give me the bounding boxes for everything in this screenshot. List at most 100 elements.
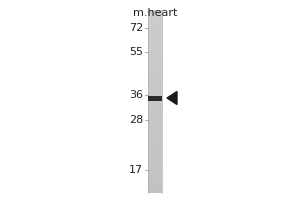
Bar bbox=[148, 162, 162, 164]
Bar bbox=[148, 177, 162, 178]
Bar bbox=[148, 114, 162, 116]
Bar bbox=[148, 109, 162, 111]
Bar bbox=[148, 59, 162, 61]
Bar bbox=[148, 131, 162, 133]
Bar bbox=[148, 116, 162, 118]
Bar bbox=[148, 12, 162, 14]
Bar bbox=[148, 32, 162, 34]
Bar bbox=[148, 28, 162, 30]
Bar bbox=[148, 158, 162, 160]
Bar bbox=[148, 103, 162, 105]
Bar bbox=[148, 92, 162, 94]
Bar bbox=[148, 81, 162, 83]
Bar bbox=[148, 171, 162, 173]
Bar bbox=[148, 89, 162, 91]
Bar bbox=[148, 67, 162, 69]
Bar bbox=[148, 153, 162, 155]
Bar bbox=[148, 149, 162, 151]
Bar bbox=[148, 34, 162, 36]
Text: 55: 55 bbox=[129, 47, 143, 57]
Bar bbox=[148, 83, 162, 85]
Bar bbox=[148, 41, 162, 43]
Bar bbox=[148, 26, 162, 28]
Bar bbox=[148, 65, 162, 67]
Bar bbox=[148, 61, 162, 63]
Bar bbox=[148, 151, 162, 153]
Bar bbox=[148, 47, 162, 48]
Bar bbox=[148, 136, 162, 138]
Bar bbox=[148, 23, 162, 25]
Bar bbox=[148, 127, 162, 129]
Bar bbox=[148, 74, 162, 76]
Bar bbox=[148, 112, 162, 114]
Bar bbox=[148, 72, 162, 74]
Bar bbox=[148, 21, 162, 23]
Bar bbox=[148, 36, 162, 37]
Bar bbox=[148, 120, 162, 122]
Text: 28: 28 bbox=[129, 115, 143, 125]
Bar bbox=[148, 147, 162, 149]
Bar bbox=[148, 76, 162, 78]
Bar bbox=[148, 54, 162, 56]
Bar bbox=[148, 56, 162, 58]
Bar bbox=[148, 85, 162, 87]
Bar bbox=[148, 180, 162, 182]
Bar bbox=[148, 87, 162, 89]
Bar bbox=[148, 184, 162, 186]
Bar bbox=[148, 118, 162, 120]
Bar bbox=[148, 164, 162, 166]
Bar bbox=[148, 129, 162, 131]
Bar bbox=[148, 102, 162, 103]
Bar bbox=[148, 94, 162, 96]
Bar bbox=[148, 178, 162, 180]
Bar bbox=[148, 145, 162, 147]
Bar bbox=[148, 175, 162, 177]
Bar bbox=[148, 160, 162, 162]
Bar bbox=[148, 48, 162, 50]
Text: 36: 36 bbox=[129, 90, 143, 100]
Bar bbox=[148, 50, 162, 52]
Text: 17: 17 bbox=[129, 165, 143, 175]
Bar bbox=[148, 96, 162, 98]
Bar bbox=[148, 15, 162, 17]
Bar bbox=[148, 134, 162, 136]
Bar bbox=[148, 142, 162, 144]
Bar bbox=[148, 189, 162, 191]
Bar bbox=[148, 80, 162, 81]
Bar bbox=[148, 166, 162, 167]
Bar bbox=[148, 14, 162, 15]
Bar bbox=[148, 182, 162, 184]
Bar bbox=[148, 17, 162, 19]
Bar bbox=[148, 70, 162, 72]
Bar bbox=[148, 123, 162, 125]
Bar bbox=[148, 125, 162, 127]
Bar bbox=[148, 91, 162, 92]
Bar bbox=[148, 43, 162, 45]
Text: 72: 72 bbox=[129, 23, 143, 33]
Bar bbox=[148, 107, 162, 109]
Bar bbox=[148, 186, 162, 188]
Bar bbox=[148, 69, 162, 70]
Bar bbox=[148, 188, 162, 189]
Bar bbox=[148, 30, 162, 32]
Bar bbox=[148, 19, 162, 21]
Bar bbox=[148, 52, 162, 54]
Bar bbox=[148, 37, 162, 39]
Bar bbox=[148, 98, 162, 100]
Bar bbox=[148, 144, 162, 145]
Bar bbox=[148, 25, 162, 26]
Bar bbox=[148, 105, 162, 107]
Bar bbox=[148, 45, 162, 47]
Bar bbox=[148, 167, 162, 169]
Bar bbox=[148, 155, 162, 156]
Bar bbox=[148, 111, 162, 112]
Bar bbox=[148, 140, 162, 142]
Polygon shape bbox=[167, 92, 177, 104]
Bar bbox=[148, 63, 162, 65]
Bar bbox=[148, 191, 162, 193]
Text: m.heart: m.heart bbox=[133, 8, 177, 18]
Bar bbox=[148, 133, 162, 134]
Bar bbox=[148, 78, 162, 80]
Bar bbox=[148, 10, 162, 12]
Bar bbox=[148, 173, 162, 175]
